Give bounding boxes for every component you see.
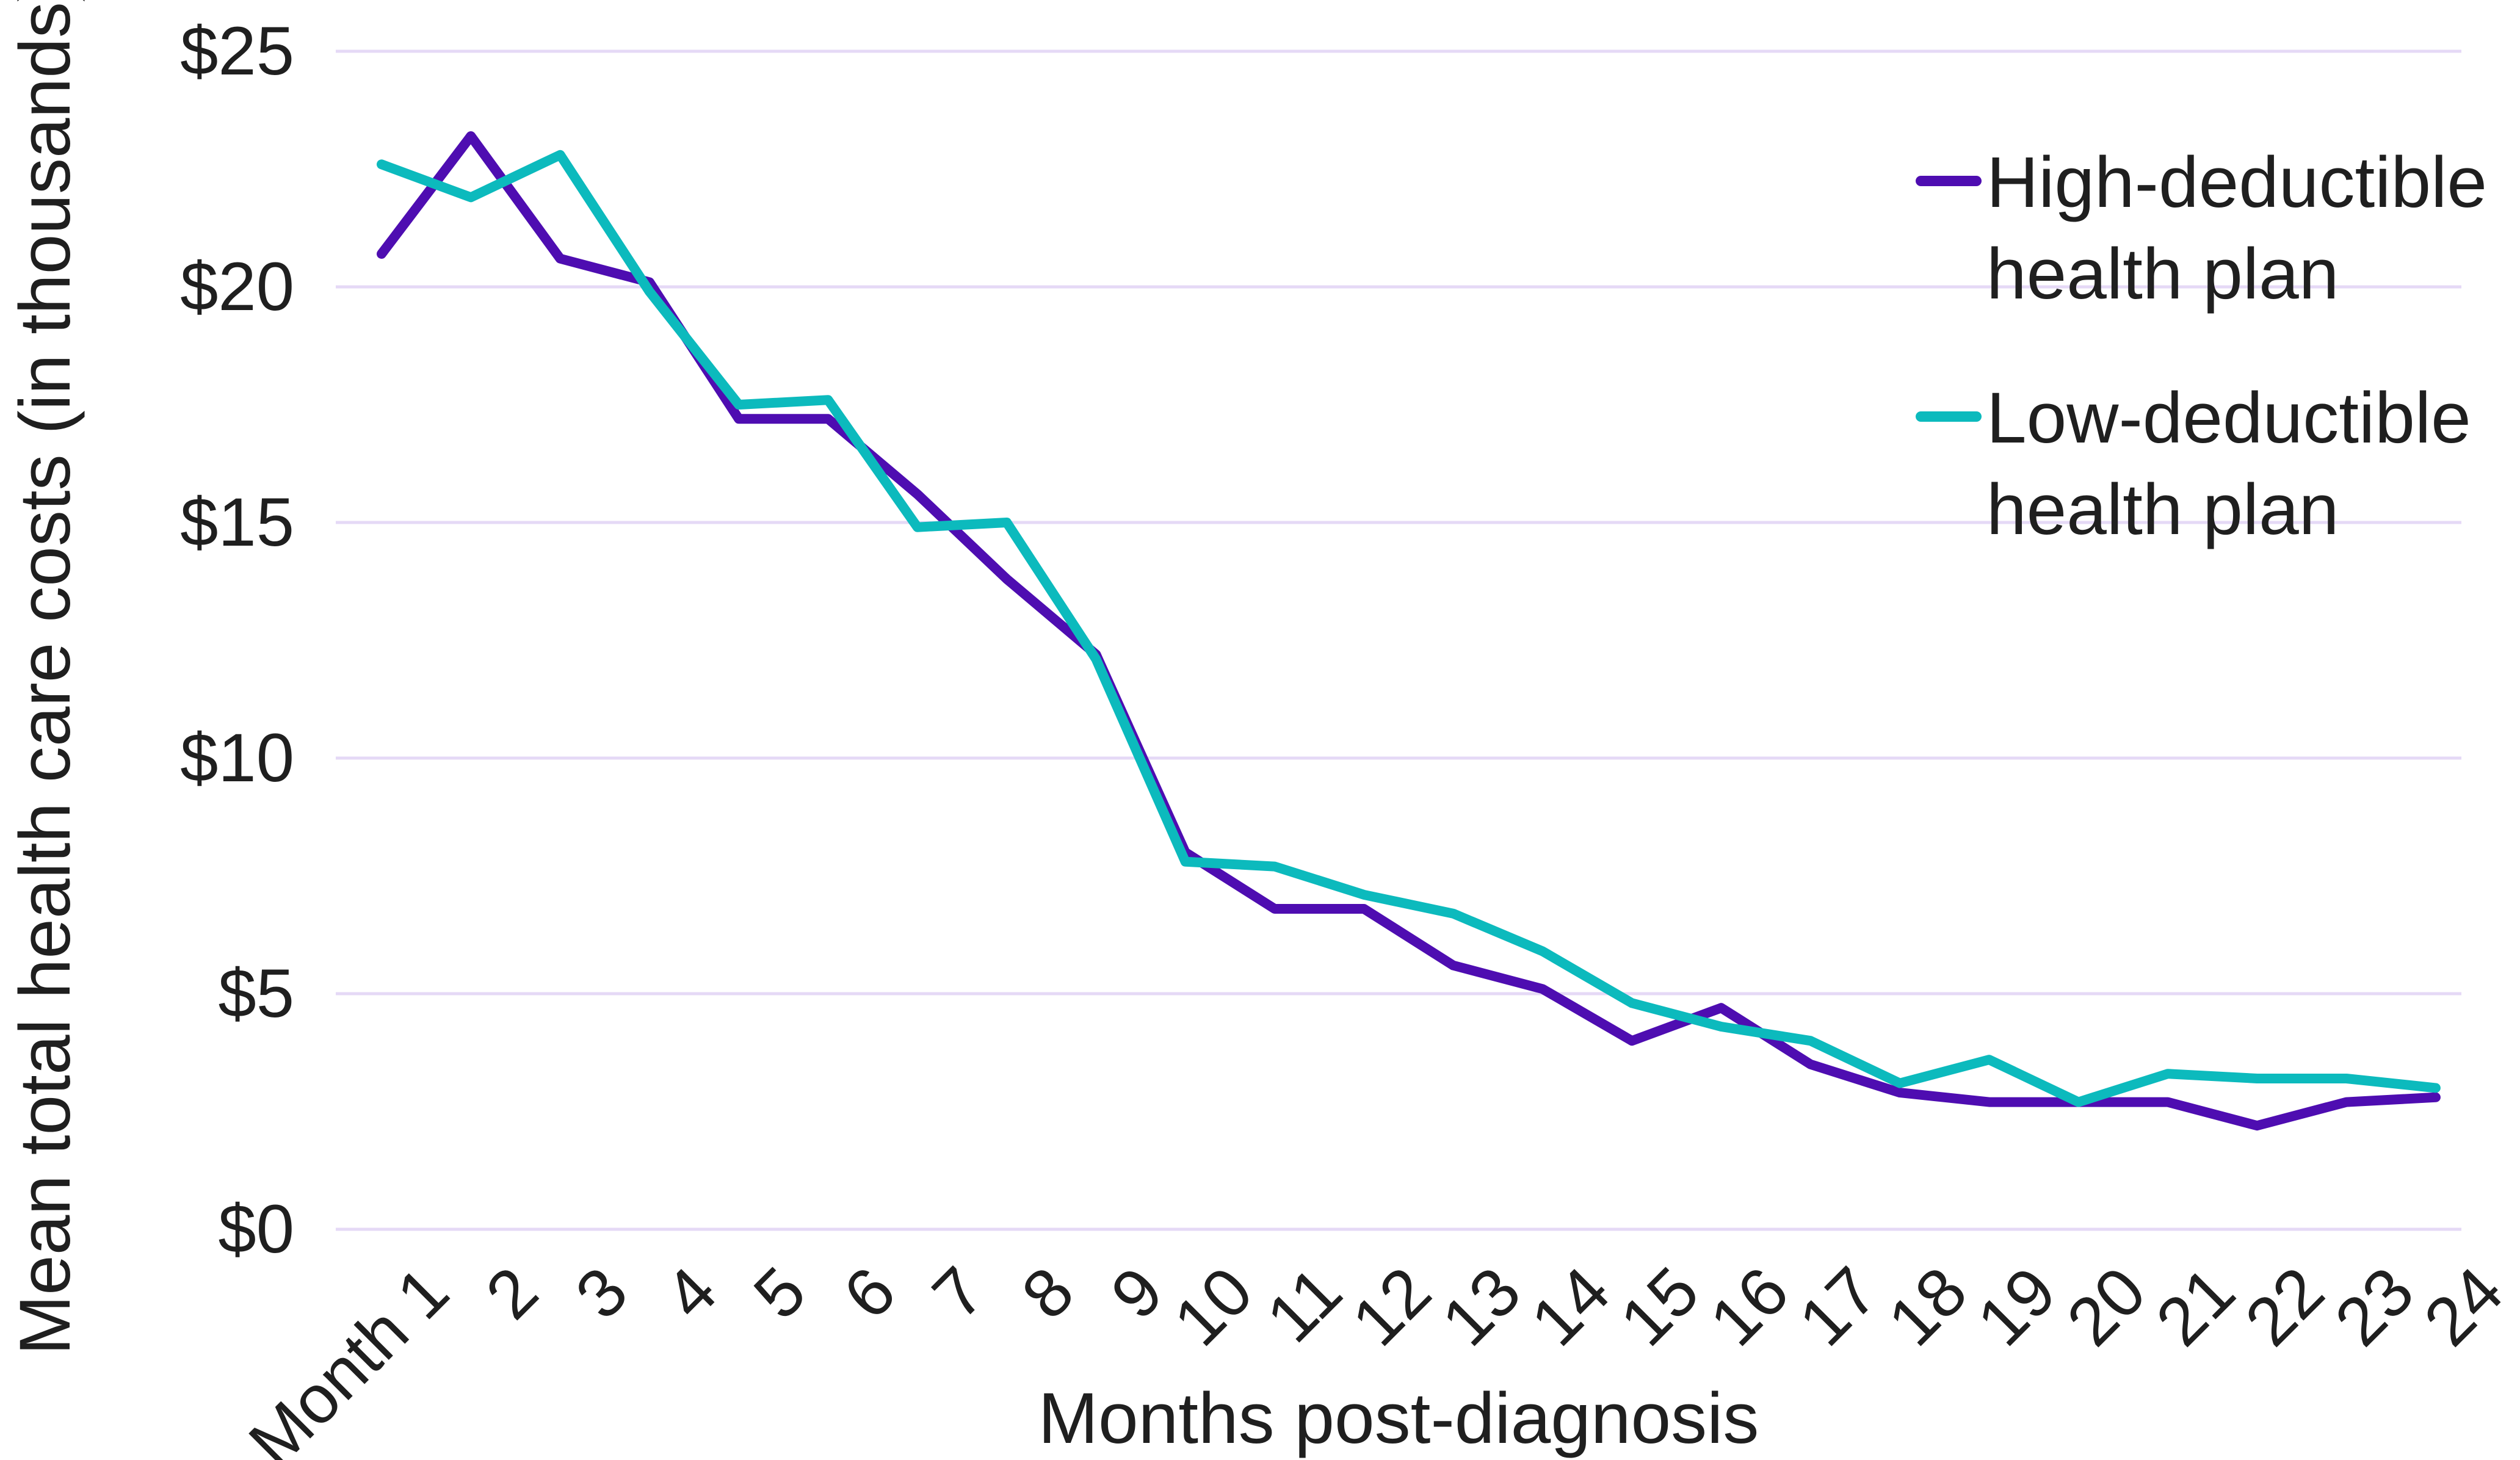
legend-label: Low-deductible health plan	[1986, 378, 2471, 550]
legend-label: High-deductible health plan	[1986, 142, 2487, 314]
y-tick-label: $20	[180, 248, 294, 325]
legend-item-ldhp: Low-deductible health plan	[1916, 372, 2487, 555]
y-axis-title: Mean total health care costs (in thousan…	[5, 0, 85, 1356]
series-line-ldhp	[377, 150, 2441, 1107]
y-tick-label: $0	[218, 1191, 294, 1267]
y-tick-label: $15	[180, 484, 294, 560]
y-tick-label: $10	[180, 720, 294, 796]
legend-swatch-line-ldhp	[1916, 411, 1982, 422]
y-tick-label: $5	[218, 955, 294, 1032]
legend-swatch-line-hdhp	[1916, 176, 1982, 186]
x-axis-title: Months post-diagnosis	[1038, 1378, 1759, 1459]
y-tick-label: $25	[180, 13, 294, 89]
legend-item-hdhp: High-deductible health plan	[1916, 137, 2487, 320]
legend: High-deductible health plan Low-deductible…	[1916, 137, 2487, 608]
